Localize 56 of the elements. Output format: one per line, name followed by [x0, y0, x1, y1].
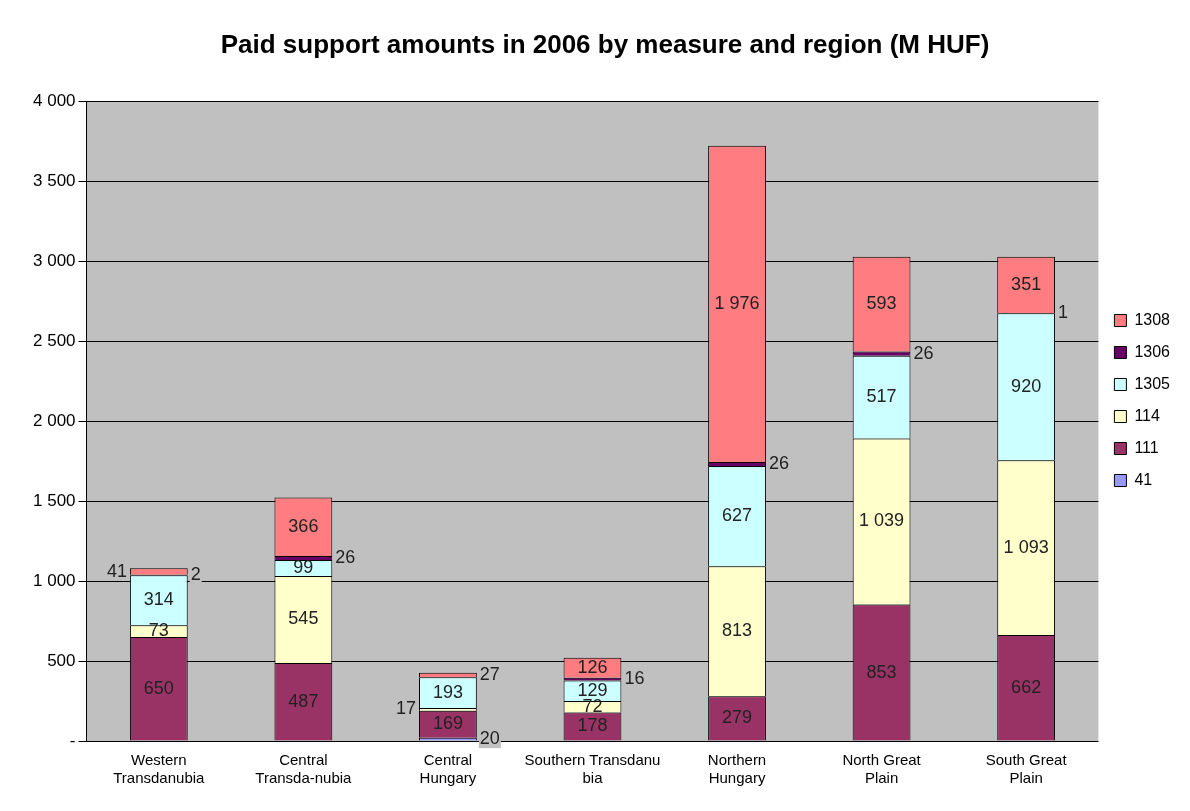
data-label: 366: [288, 515, 319, 536]
data-label: 545: [288, 608, 319, 629]
data-label: 26: [913, 342, 934, 363]
legend-label: 1305: [1134, 374, 1171, 392]
x-tick-label: Western Transdanubia: [113, 751, 206, 787]
data-label: 1: [1058, 302, 1069, 323]
data-label: 73: [148, 620, 169, 641]
data-label: 813: [722, 620, 753, 641]
data-label: 517: [866, 386, 897, 406]
data-label: 650: [143, 677, 174, 698]
x-tick-label: Central Hungary: [419, 751, 477, 787]
x-tick-label: North Great Plain: [842, 751, 922, 787]
chart-title: Paid support amounts in 2006 by measure and region (M HUF): [220, 28, 990, 59]
legend-label: 1306: [1134, 342, 1171, 360]
data-label: 17: [395, 698, 417, 719]
data-label: 314: [143, 589, 174, 610]
x-tick-label: Northern Hungary: [707, 751, 767, 787]
y-tick-label: 1 500: [32, 490, 76, 510]
data-label: 26: [335, 546, 356, 567]
data-label: 1 039: [859, 510, 905, 531]
data-label: 41: [106, 560, 127, 581]
data-label: 20: [479, 728, 500, 749]
legend-label: 1308: [1134, 310, 1171, 328]
legend-label: 111: [1134, 438, 1159, 456]
x-tick-label: South Great Plain: [985, 751, 1068, 787]
data-label: 2: [190, 563, 201, 584]
x-tick-label: Southern Transdanu bia: [524, 751, 661, 787]
legend-label: 114: [1134, 406, 1161, 424]
data-label: 279: [722, 707, 753, 728]
legend-label: 41: [1134, 470, 1153, 488]
data-label: 99: [293, 556, 314, 577]
y-tick-label: 4 000: [32, 90, 76, 110]
data-label: 351: [1011, 273, 1042, 294]
data-label: 26: [768, 452, 789, 473]
data-label: 627: [722, 505, 753, 526]
data-label: 662: [1011, 676, 1042, 697]
y-tick-label: 500: [47, 650, 76, 670]
x-tick-label: Central Transda-nubia: [255, 751, 353, 787]
data-label: 126: [577, 656, 608, 677]
y-tick-label: 1 000: [32, 570, 76, 590]
data-label: 920: [1011, 375, 1042, 396]
data-label: 593: [866, 293, 897, 314]
data-label: 487: [288, 690, 319, 711]
y-tick-label: -: [69, 730, 76, 750]
data-label: 169: [432, 713, 463, 734]
y-tick-label: 2 000: [32, 410, 76, 430]
y-tick-label: 2 500: [32, 330, 76, 350]
y-tick-label: 3 000: [32, 250, 76, 270]
y-tick-label: 3 500: [32, 170, 76, 190]
data-label: 853: [866, 661, 897, 682]
data-label: 193: [432, 681, 463, 702]
data-label: 178: [577, 715, 608, 736]
data-label: 1 976: [714, 292, 760, 313]
data-label: 27: [479, 663, 500, 684]
data-label: 1 093: [1003, 536, 1049, 557]
data-label: 16: [624, 668, 645, 689]
